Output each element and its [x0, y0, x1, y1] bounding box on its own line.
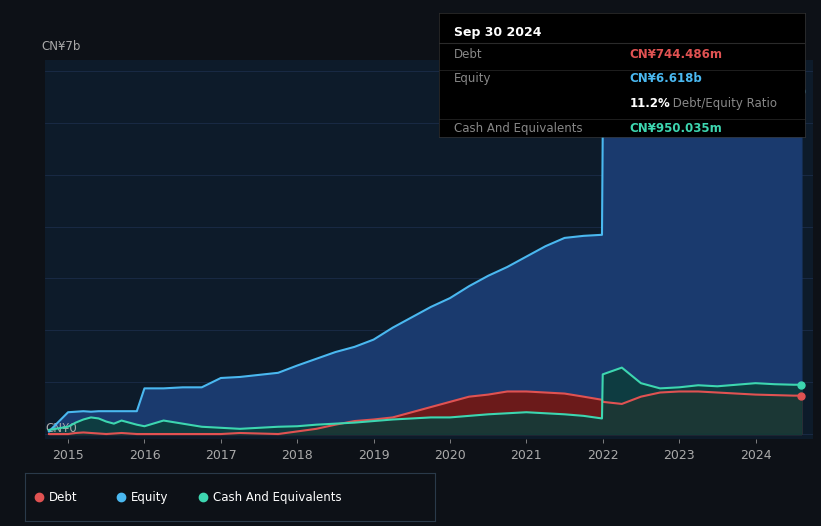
Text: Equity: Equity: [131, 491, 169, 503]
Text: Cash And Equivalents: Cash And Equivalents: [213, 491, 342, 503]
Text: Debt: Debt: [454, 48, 483, 61]
Text: Equity: Equity: [454, 73, 491, 86]
Text: Sep 30 2024: Sep 30 2024: [454, 25, 541, 38]
Text: CN¥950.035m: CN¥950.035m: [629, 122, 722, 135]
Text: Cash And Equivalents: Cash And Equivalents: [454, 122, 582, 135]
Text: Debt/Equity Ratio: Debt/Equity Ratio: [669, 97, 777, 110]
Text: CN¥0: CN¥0: [45, 422, 77, 436]
Text: CN¥7b: CN¥7b: [41, 40, 80, 53]
Text: CN¥6.618b: CN¥6.618b: [629, 73, 702, 86]
Text: CN¥744.486m: CN¥744.486m: [629, 48, 722, 61]
Text: 11.2%: 11.2%: [629, 97, 670, 110]
Text: Debt: Debt: [49, 491, 78, 503]
